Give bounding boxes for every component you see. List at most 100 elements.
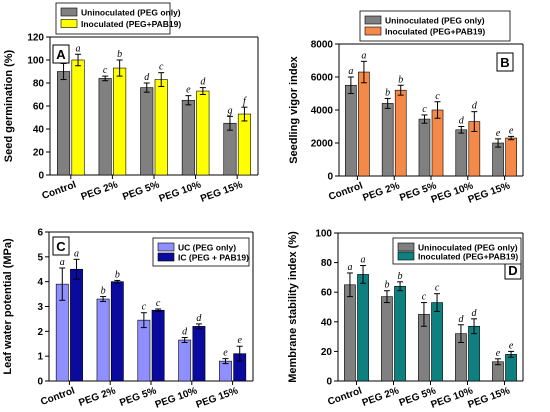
significance-letter: d: [196, 313, 202, 324]
y-tick-label: 4000: [311, 106, 334, 117]
significance-letter: e: [496, 128, 501, 139]
y-tick-label: 80: [33, 79, 45, 90]
bar: [57, 71, 71, 176]
bar: [394, 285, 406, 382]
panel-label: A: [56, 47, 66, 62]
x-tick-label: PEG 2%: [361, 385, 401, 408]
legend-swatch: [397, 242, 415, 252]
y-tick-label: 20: [33, 148, 45, 159]
y-axis-label: Seedling vigor index: [288, 55, 300, 163]
y-axis-label: Leaf water potential (MPa): [2, 238, 14, 375]
bar: [70, 268, 83, 382]
y-tick-label: 6000: [311, 73, 334, 84]
bar: [468, 325, 480, 382]
y-tick-label: 0: [38, 171, 44, 182]
y-tick-label: 6: [37, 228, 43, 239]
significance-letter: a: [74, 248, 79, 259]
bar: [181, 99, 195, 176]
y-tick-label: 60: [321, 288, 333, 299]
chart-panel-a: 0 20 40 60 80 100 120 Seed germination (%) b a Con…: [3, 2, 259, 205]
significance-letter: a: [348, 66, 353, 77]
significance-letter: b: [115, 269, 120, 280]
chart-panel-c: 0 1 2 3 4 5 6 Leaf water potential (MPa) aa Contr…: [2, 228, 254, 411]
bar: [357, 274, 369, 382]
bar: [505, 354, 517, 382]
bar: [492, 142, 504, 177]
bar: [137, 319, 151, 382]
significance-letter: f: [243, 96, 247, 107]
significance-letter: b: [101, 286, 106, 297]
x-tick-label: PEG 10%: [154, 385, 199, 410]
significance-letter: d: [458, 314, 464, 325]
bar: [154, 79, 168, 176]
bar: [418, 118, 431, 177]
legend-swatch: [364, 26, 382, 36]
significance-letter: c: [422, 104, 427, 115]
significance-letter: e: [237, 335, 242, 346]
significance-letter: c: [103, 65, 108, 76]
bar: [178, 339, 192, 382]
significance-letter: d: [144, 72, 150, 83]
bar: [237, 113, 251, 176]
legend-label: Inoculated (PEG+PAB19): [418, 252, 518, 262]
significance-letter: c: [435, 91, 440, 102]
bar: [431, 109, 444, 177]
panel-label: C: [56, 239, 66, 254]
legend-label: Uninoculated (PEG only): [385, 16, 485, 26]
y-tick-label: 4: [37, 277, 43, 288]
significance-letter: d: [472, 308, 478, 319]
legend-label: Uninoculated (PEG only): [418, 243, 518, 253]
chart-panel-d: 0 20 40 60 80 100 Membrane stability index (%)…: [287, 229, 524, 411]
y-tick-label: 3: [37, 302, 43, 313]
bar: [96, 298, 110, 382]
legend-swatch: [60, 7, 78, 17]
y-tick-label: 1: [37, 352, 43, 363]
bar: [98, 78, 112, 176]
significance-letter: b: [384, 280, 389, 291]
legend-box: [359, 10, 511, 42]
significance-letter: e: [496, 348, 501, 359]
bar: [140, 87, 154, 176]
x-tick-label: PEG 5%: [121, 179, 161, 202]
legend-swatch: [60, 19, 78, 28]
y-tick-label: 2000: [311, 139, 334, 150]
panel-label-box: [496, 52, 514, 72]
y-axis-label: Seed germination (%): [3, 49, 15, 162]
significance-letter: d: [459, 116, 465, 127]
legend-label: IC (PEG + PAB19): [178, 253, 249, 263]
significance-letter: a: [361, 50, 366, 61]
bar: [381, 103, 394, 177]
y-tick-label: 40: [33, 125, 45, 136]
x-tick-label: PEG 5%: [118, 385, 158, 408]
bar: [71, 59, 85, 176]
significance-letter: e: [509, 125, 514, 136]
x-tick-label: PEG 15%: [195, 385, 240, 410]
bar: [113, 67, 127, 176]
y-tick-label: 120: [27, 33, 44, 44]
legend-swatch: [397, 251, 415, 261]
bar: [223, 122, 237, 176]
x-tick-label: Control: [327, 180, 364, 203]
significance-letter: e: [186, 85, 191, 96]
significance-letter: d: [200, 77, 206, 88]
significance-letter: e: [223, 348, 228, 359]
x-tick-label: PEG 15%: [466, 385, 511, 410]
significance-letter: c: [159, 62, 164, 73]
y-tick-label: 5: [37, 252, 43, 263]
bar: [455, 129, 468, 177]
chart-panel-b: 0 2000 4000 6000 8000 Seedling vigor index aa C…: [288, 10, 524, 206]
legend-box: [152, 237, 250, 267]
bar: [110, 281, 124, 382]
x-tick-label: PEG 2%: [80, 179, 120, 202]
y-tick-label: 0: [326, 377, 332, 388]
bar: [196, 90, 210, 176]
legend-swatch: [364, 15, 382, 25]
y-tick-label: 0: [37, 377, 43, 388]
bar: [394, 89, 407, 177]
legend-label: Uninoculated (PEG only): [81, 8, 181, 18]
significance-letter: b: [398, 271, 403, 282]
legend-box: [392, 237, 522, 265]
x-tick-label: Control: [326, 385, 363, 408]
significance-letter: e: [509, 340, 514, 351]
bar: [344, 284, 356, 382]
